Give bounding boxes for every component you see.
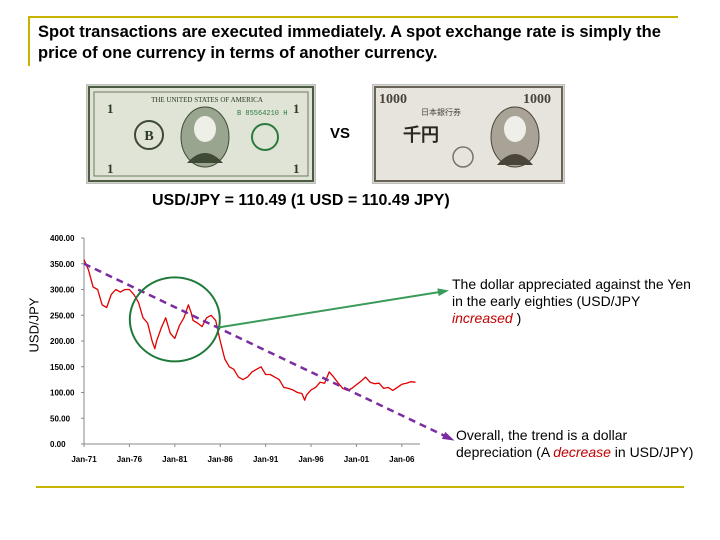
vs-label: VS (330, 125, 351, 142)
exchange-rate-text: USD/JPY = 110.49 (1 USD = 110.49 JPY) (152, 192, 450, 209)
trend-note-accent: decrease (553, 444, 611, 460)
slide-frame-top (28, 16, 678, 18)
us-dollar-bill-image: THE UNITED STATES OF AMERICA B 1 1 1 1 B… (86, 84, 316, 184)
appreciation-note-text: The dollar appreciated against the Yen i… (452, 276, 691, 309)
chart-series (83, 259, 416, 401)
callout-arrow-line (218, 290, 447, 329)
jpy-bill-header: 日本銀行券 (421, 107, 461, 117)
appreciation-note-accent: increased (452, 310, 513, 326)
usd-bill-header: THE UNITED STATES OF AMERICA (151, 96, 263, 104)
y-tick-label: 50.00 (50, 414, 71, 423)
trend-note-end: in USD/JPY) (610, 444, 694, 460)
highlight-circle (128, 276, 221, 363)
x-tick-label: Jan-91 (253, 455, 279, 464)
callout-arrowhead (437, 288, 449, 297)
svg-text:B: B (144, 129, 153, 144)
usd-bill-denom-bl: 1 (107, 161, 114, 176)
x-tick-label: Jan-96 (298, 455, 324, 464)
usdjpy-series-line (83, 259, 416, 401)
x-tick-label: Jan-86 (208, 455, 234, 464)
chart-annotation-overlay (83, 262, 455, 441)
y-tick-label: 150.00 (50, 363, 75, 372)
x-tick-label: Jan-06 (389, 455, 415, 464)
x-tick-label: Jan-71 (71, 455, 97, 464)
y-tick-label: 350.00 (50, 260, 75, 269)
x-tick-label: Jan-01 (344, 455, 370, 464)
y-tick-label: 200.00 (50, 337, 75, 346)
trend-note: Overall, the trend is a dollar depreciat… (456, 427, 696, 461)
usd-bill-serial: B 85564210 H (237, 110, 287, 118)
slide-title: Spot transactions are executed immediate… (38, 23, 661, 62)
chart-axes: 0.00 50.00 100.00 150.00 200.00 250.00 300.00 3… (50, 234, 420, 464)
x-tick-label: Jan-81 (162, 455, 188, 464)
appreciation-note: The dollar appreciated against the Yen i… (452, 276, 702, 327)
jpy-bill-denom-left: 1000 (379, 92, 407, 107)
appreciation-note-end: ) (512, 310, 522, 326)
usd-bill-denom-tl: 1 (107, 101, 114, 116)
y-tick-label: 250.00 (50, 311, 75, 320)
x-tick-label: Jan-76 (117, 455, 143, 464)
us-dollar-bill-graphic: THE UNITED STATES OF AMERICA B 1 1 1 1 B… (88, 86, 314, 182)
trend-arrowhead (441, 431, 455, 441)
usd-bill-denom-br: 1 (293, 161, 300, 176)
trend-note-text: Overall, the trend is a dollar depreciat… (456, 427, 628, 460)
jpy-bill-denom-right: 1000 (523, 92, 551, 107)
japanese-yen-bill-graphic: 1000 1000 日本銀行券 千円 (374, 86, 563, 182)
usd-bill-denom-tr: 1 (293, 101, 300, 116)
y-tick-label: 400.00 (50, 234, 75, 243)
jpy-bill-kanji-denom: 千円 (403, 125, 439, 146)
slide-frame-left (28, 16, 30, 66)
y-tick-label: 0.00 (50, 440, 66, 449)
y-tick-label: 100.00 (50, 389, 75, 398)
y-tick-label: 300.00 (50, 286, 75, 295)
slide-frame-bottom (36, 486, 684, 488)
trend-line (83, 262, 452, 440)
japanese-yen-bill-image: 1000 1000 日本銀行券 千円 (372, 84, 565, 184)
